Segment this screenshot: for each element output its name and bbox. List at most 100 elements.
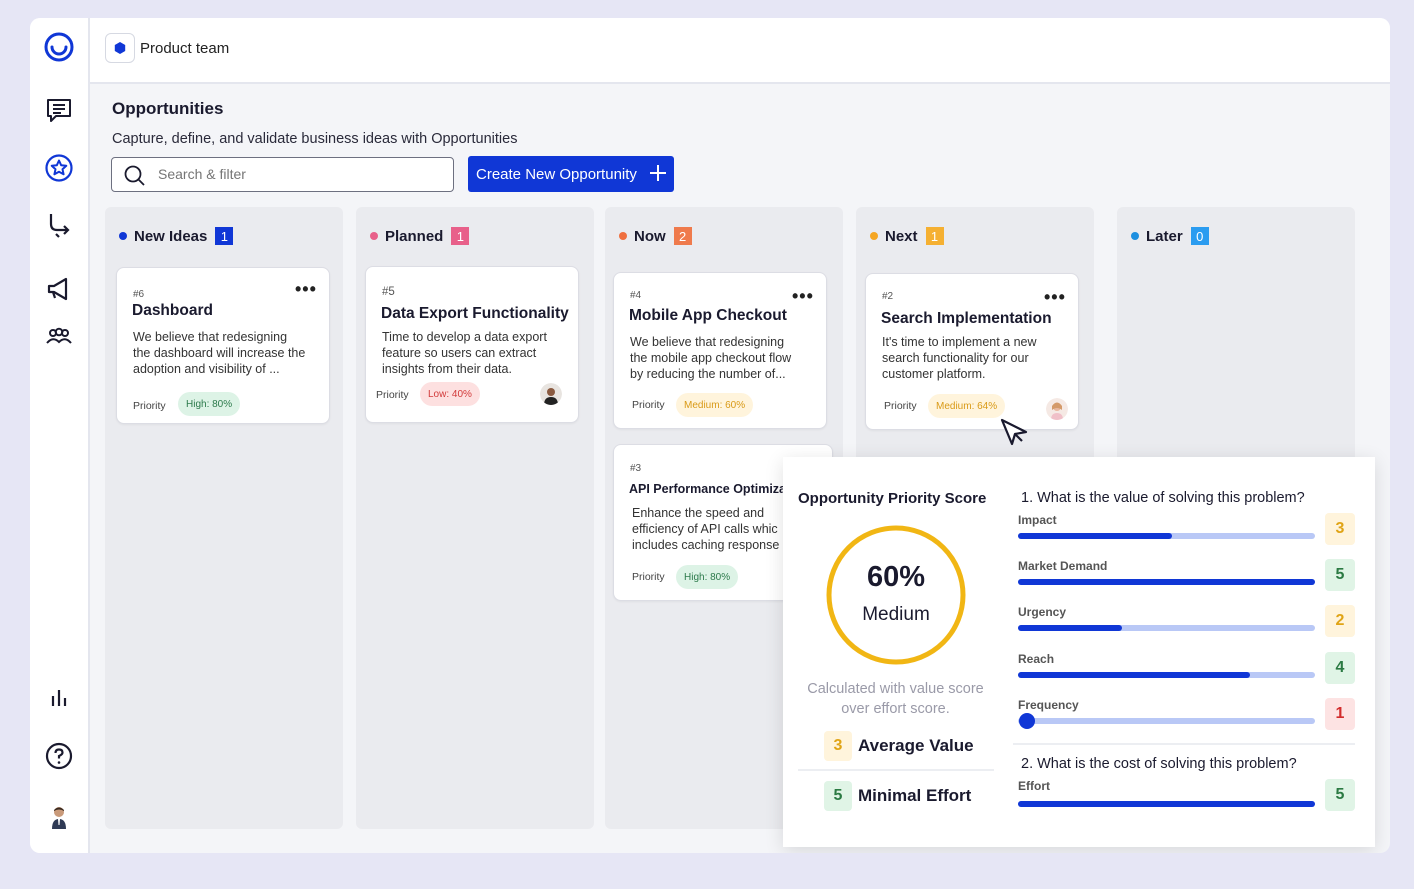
- desc-line: includes caching response: [632, 538, 780, 552]
- slider-fill: [1018, 625, 1122, 631]
- desc-line: insights from their data.: [382, 362, 512, 376]
- column-header: Later 0: [1131, 227, 1209, 245]
- slider-fill: [1018, 579, 1315, 585]
- priority-score-panel: Opportunity Priority Score 60% Medium Ca…: [783, 457, 1375, 847]
- column-header: Now 2: [619, 227, 692, 245]
- team-name[interactable]: Product team: [140, 40, 230, 57]
- feedback-icon[interactable]: [42, 93, 76, 127]
- desc-line: efficiency of API calls whic: [632, 522, 778, 536]
- slider-fill: [1018, 672, 1250, 678]
- opportunity-card[interactable]: #2 ••• Search Implementation It's time t…: [865, 273, 1079, 430]
- score-label: Medium: [862, 604, 930, 625]
- card-description: We believe that redesigning the dashboar…: [133, 329, 305, 377]
- note-line: over effort score.: [841, 701, 950, 717]
- page-subtitle: Capture, define, and validate business i…: [112, 131, 518, 147]
- desc-line: customer platform.: [882, 367, 986, 381]
- user-avatar[interactable]: [42, 800, 76, 834]
- section-divider: [1013, 743, 1355, 745]
- priority-badge: Medium: 64%: [928, 394, 1006, 418]
- column-title: Now: [634, 227, 666, 245]
- owner-avatar: [540, 383, 562, 405]
- priority-badge: Low: 40%: [420, 382, 480, 406]
- card-title: Data Export Functionality: [381, 305, 569, 322]
- value-summary: 3 Average Value: [824, 731, 974, 761]
- page-title: Opportunities: [112, 99, 224, 118]
- create-opportunity-label: Create New Opportunity: [476, 165, 637, 183]
- logo-icon[interactable]: [42, 30, 76, 64]
- card-description: Enhance the speed and efficiency of API …: [632, 505, 779, 553]
- priority-badge: High: 80%: [676, 565, 739, 589]
- mouse-pointer-icon: [1000, 418, 1028, 446]
- more-options-icon[interactable]: •••: [295, 279, 317, 299]
- column-new-ideas: New Ideas 1 #6 ••• Dashboard We believe …: [105, 207, 343, 829]
- effort-slider[interactable]: [1018, 801, 1315, 807]
- slider-fill: [1018, 801, 1315, 807]
- impact-slider[interactable]: [1018, 533, 1315, 539]
- slider-fill: [1018, 533, 1173, 539]
- column-title: Planned: [385, 227, 444, 245]
- opportunity-card[interactable]: #5 Data Export Functionality Time to dev…: [365, 266, 579, 423]
- card-description: Time to develop a data export feature so…: [382, 329, 547, 377]
- route-icon[interactable]: [42, 208, 76, 242]
- desc-line: the dashboard will increase the: [133, 346, 306, 360]
- metric-score: 1: [1325, 698, 1355, 730]
- star-icon[interactable]: [42, 151, 76, 185]
- desc-line: It's time to implement a new: [882, 335, 1037, 349]
- team-icon-chip[interactable]: [105, 33, 135, 63]
- team-icon[interactable]: [42, 320, 76, 354]
- status-dot: [370, 232, 378, 240]
- card-title: Search Implementation: [881, 310, 1052, 327]
- column-header: Next 1: [870, 227, 944, 245]
- column-count-badge: 1: [215, 227, 234, 245]
- status-dot: [870, 232, 878, 240]
- top-bar: Product team: [90, 18, 1390, 84]
- column-title: New Ideas: [134, 227, 208, 245]
- card-title: Dashboard: [132, 302, 213, 319]
- more-options-icon[interactable]: •••: [1044, 287, 1066, 307]
- note-line: Calculated with value score: [807, 681, 984, 697]
- reach-slider[interactable]: [1018, 672, 1315, 678]
- priority-badge: High: 80%: [178, 392, 241, 416]
- metric-score: 5: [1325, 779, 1355, 811]
- card-title: Mobile App Checkout: [629, 307, 787, 324]
- analytics-icon[interactable]: [42, 680, 76, 714]
- opportunity-card[interactable]: #6 ••• Dashboard We believe that redesig…: [116, 267, 330, 424]
- value-score-badge: 3: [824, 731, 852, 761]
- app-window: Product team Opportunities Capture, defi…: [30, 18, 1390, 853]
- column-count-badge: 2: [673, 227, 692, 245]
- frequency-slider[interactable]: [1018, 713, 1315, 729]
- create-opportunity-button[interactable]: Create New Opportunity: [468, 156, 674, 192]
- card-id: #3: [630, 463, 642, 474]
- search-input[interactable]: [158, 158, 438, 190]
- market-demand-slider[interactable]: [1018, 579, 1315, 585]
- desc-line: adoption and visibility of ...: [133, 362, 280, 376]
- plus-icon: [650, 165, 666, 181]
- effort-summary: 5 Minimal Effort: [824, 781, 971, 811]
- cost-question: 2. What is the cost of solving this prob…: [1021, 756, 1297, 772]
- priority-label: Priority: [884, 400, 917, 412]
- metric-score: 2: [1325, 605, 1355, 637]
- megaphone-icon[interactable]: [42, 272, 76, 306]
- metric-score: 5: [1325, 559, 1355, 591]
- search-box[interactable]: [111, 157, 454, 192]
- desc-line: We believe that redesigning: [630, 335, 785, 349]
- card-description: We believe that redesigning the mobile a…: [630, 334, 791, 382]
- slider-handle[interactable]: [1018, 713, 1035, 729]
- desc-line: the mobile app checkout flow: [630, 351, 792, 365]
- more-options-icon[interactable]: •••: [792, 286, 814, 306]
- metric-score: 3: [1325, 513, 1355, 545]
- sidebar: [30, 18, 90, 853]
- search-icon: [124, 165, 145, 186]
- score-gauge: [826, 525, 966, 665]
- desc-line: Enhance the speed and: [632, 506, 765, 520]
- value-summary-label: Average Value: [858, 736, 974, 755]
- column-count-badge: 1: [451, 227, 470, 245]
- urgency-slider[interactable]: [1018, 625, 1315, 631]
- effort-summary-label: Minimal Effort: [858, 786, 972, 805]
- priority-label: Priority: [632, 399, 665, 411]
- column-planned: Planned 1 #5 Data Export Functionality T…: [356, 207, 594, 829]
- desc-line: search functionality for our: [882, 351, 1029, 365]
- card-description: It's time to implement a new search func…: [882, 334, 1037, 382]
- opportunity-card[interactable]: #4 ••• Mobile App Checkout We believe th…: [613, 272, 827, 429]
- help-icon[interactable]: [42, 739, 76, 773]
